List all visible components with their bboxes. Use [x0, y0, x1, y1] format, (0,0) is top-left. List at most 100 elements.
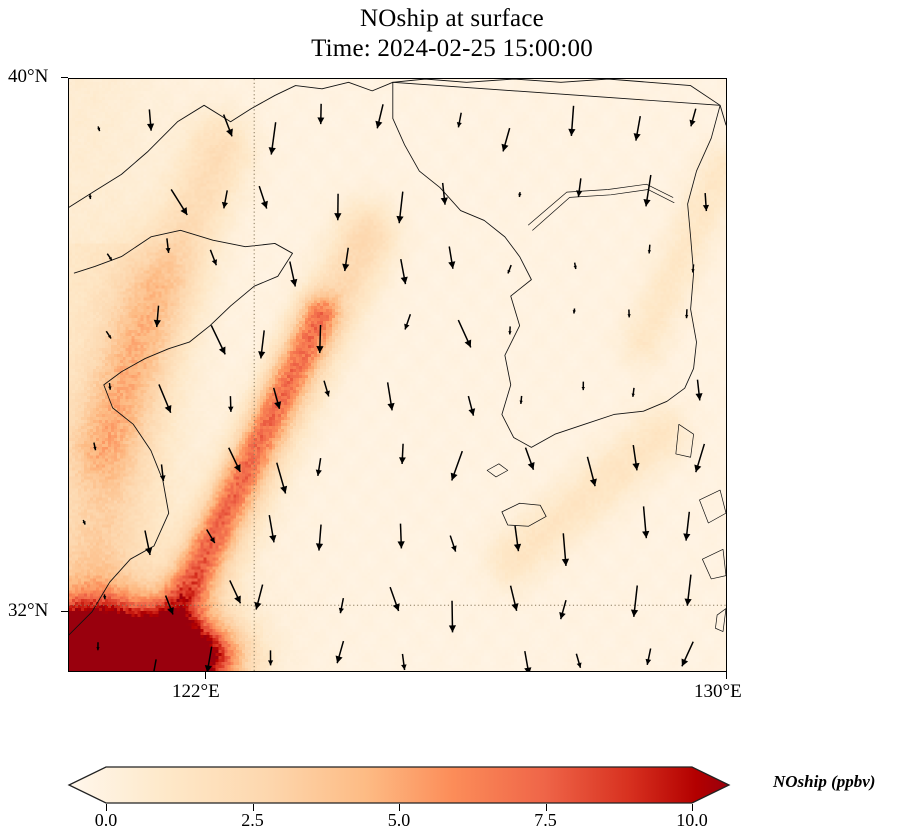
- wind-arrow-62: [524, 447, 535, 471]
- wind-arrow-95: [524, 651, 532, 671]
- colorbar-tick-mark-3: [545, 804, 547, 811]
- wind-arrow-79: [229, 580, 242, 604]
- wind-arrow-88: [96, 642, 100, 651]
- wind-arrow-37: [316, 324, 324, 354]
- wind-arrow-39: [457, 319, 472, 348]
- wind-arrow-34: [153, 305, 161, 328]
- wind-arrow-16: [396, 191, 404, 224]
- wind-arrow-91: [267, 650, 274, 666]
- wind-arrow-17: [440, 182, 448, 205]
- map-overlay: [69, 79, 726, 671]
- wind-arrow-10: [689, 108, 697, 127]
- wind-arrow-4: [317, 103, 325, 125]
- wind-arrow-28: [448, 246, 456, 269]
- wind-arrow-69: [268, 515, 277, 543]
- wind-arrow-50: [467, 395, 476, 416]
- wind-arrow-61: [450, 450, 464, 481]
- wind-arrow-36: [258, 330, 266, 359]
- colorbar-tick-mark-0: [106, 804, 108, 811]
- wind-arrow-70: [315, 524, 324, 551]
- wind-arrow-72: [449, 535, 457, 552]
- wind-arrow-14: [258, 185, 268, 209]
- wind-arrow-54: [695, 379, 703, 401]
- wind-arrow-32: [691, 264, 695, 273]
- wind-arrow-81: [338, 598, 345, 614]
- wind-vector-layer: [82, 103, 710, 671]
- wind-arrow-27: [400, 258, 408, 285]
- wind-arrow-33: [105, 330, 112, 339]
- wind-arrow-5: [375, 104, 384, 129]
- wind-arrow-96: [575, 653, 582, 669]
- wind-arrow-9: [633, 115, 641, 141]
- wind-arrow-56: [159, 464, 166, 482]
- map-axes[interactable]: [68, 78, 727, 672]
- wind-arrow-87: [684, 574, 692, 606]
- wind-arrow-24: [209, 249, 218, 266]
- wind-arrow-67: [144, 530, 153, 556]
- wind-arrow-59: [315, 458, 322, 476]
- colorbar-tick-mark-1: [252, 804, 254, 811]
- wind-arrow-86: [630, 585, 639, 617]
- wind-arrow-60: [398, 443, 406, 465]
- xtick-label-130: 130°E: [694, 681, 742, 702]
- wind-arrow-42: [627, 309, 631, 318]
- wind-arrow-78: [164, 595, 174, 615]
- coastline-layer: [69, 79, 726, 636]
- wind-arrow-73: [513, 525, 522, 552]
- wind-arrow-51: [519, 395, 523, 404]
- wind-arrow-82: [389, 586, 400, 612]
- wind-arrow-83: [448, 600, 457, 633]
- xtick-mark-130: [726, 672, 728, 679]
- colorbar-label: NOship (ppbv): [773, 772, 876, 791]
- wind-arrow-25: [289, 261, 298, 287]
- graticule-layer: [69, 79, 726, 671]
- ytick-mark-40: [61, 77, 68, 79]
- wind-arrow-66: [82, 519, 86, 525]
- xtick-mark-122: [205, 672, 207, 679]
- wind-arrow-84: [509, 585, 519, 611]
- heatmap-canvas: [69, 79, 726, 671]
- wind-arrow-0: [97, 126, 101, 132]
- wind-arrow-63: [586, 456, 597, 487]
- wind-arrow-7: [501, 127, 511, 152]
- ytick-label-32: 32°N: [8, 600, 49, 621]
- wind-arrow-35: [210, 325, 226, 355]
- wind-arrow-20: [643, 174, 652, 207]
- wind-arrow-40: [508, 326, 512, 335]
- wind-arrow-30: [573, 262, 577, 270]
- wind-arrow-43: [685, 309, 689, 319]
- wind-arrow-49: [386, 382, 395, 411]
- colorbar-tick-label-3: 7.5: [534, 810, 557, 830]
- wind-arrow-18: [518, 192, 522, 198]
- wind-arrow-89: [153, 659, 157, 671]
- wind-arrow-13: [221, 190, 229, 209]
- wind-arrow-75: [642, 506, 650, 539]
- wind-arrow-44: [108, 382, 112, 390]
- wind-arrow-12: [170, 189, 188, 216]
- wind-arrow-76: [683, 511, 691, 541]
- wind-arrow-98: [681, 641, 694, 667]
- colorbar[interactable]: [67, 766, 731, 804]
- colorbar-tick-mark-4: [692, 804, 694, 811]
- wind-arrow-47: [272, 387, 282, 410]
- wind-arrow-68: [206, 529, 216, 544]
- wind-arrow-85: [559, 599, 567, 620]
- wind-arrow-8: [568, 105, 576, 136]
- wind-arrow-21: [702, 192, 710, 212]
- title-line-timestamp: Time: 2024-02-25 15:00:00: [311, 35, 593, 62]
- colorbar-tick-label-0: 0.0: [94, 810, 118, 830]
- wind-arrow-22: [106, 253, 113, 261]
- wind-arrow-3: [268, 122, 277, 155]
- ytick-label-40: 40°N: [8, 66, 49, 87]
- wind-arrow-1: [146, 109, 155, 131]
- wind-arrow-57: [228, 447, 241, 473]
- wind-arrow-93: [401, 653, 407, 671]
- wind-arrow-11: [88, 194, 92, 200]
- wind-arrow-97: [645, 648, 652, 665]
- colorbar-tick-mark-2: [399, 804, 401, 811]
- wind-arrow-26: [342, 247, 350, 272]
- wind-arrow-92: [335, 640, 345, 664]
- wind-arrow-58: [276, 462, 288, 494]
- colorbar-tick-label-2: 5.0: [387, 810, 411, 830]
- wind-arrow-71: [397, 523, 405, 549]
